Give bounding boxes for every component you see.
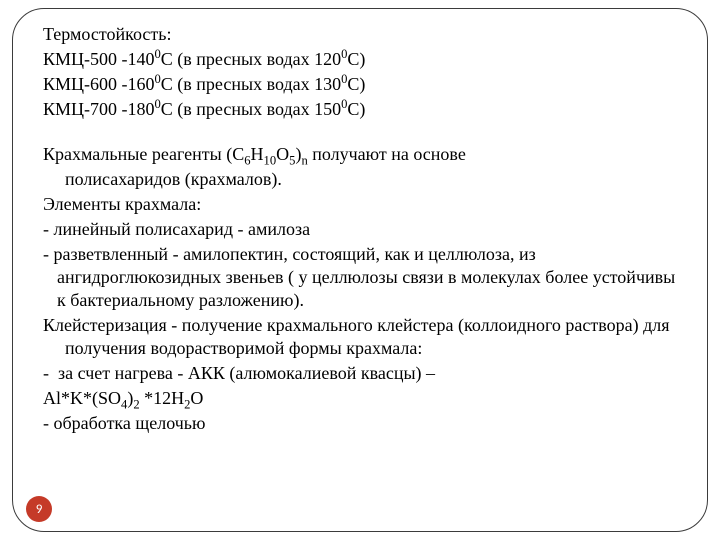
line-starch-reagents: Крахмальные реагенты (С6Н10О5)n получают… xyxy=(43,143,685,166)
line-elements: Элементы крахмала: xyxy=(43,193,685,216)
formula-c: *12H xyxy=(140,388,185,408)
bullet-alkali: - обработка щелочью xyxy=(43,412,685,435)
bullet-akk: - за счет нагрева - АКК (алюмокалиевой к… xyxy=(43,362,685,385)
formula-a: Al*K*(SO xyxy=(43,388,121,408)
starch-e: получают на основе xyxy=(308,144,466,164)
kmc500-part-b: С (в пресных водах 120 xyxy=(161,49,341,69)
slide-frame: Термостойкость: КМЦ-500 -1400С (в пресны… xyxy=(12,8,708,532)
line-kmc700: КМЦ-700 -1800С (в пресных водах 1500С) xyxy=(43,98,685,121)
starch-b: Н xyxy=(251,144,264,164)
line-starch-cont: полисахаридов (крахмалов). xyxy=(43,168,685,191)
kmc700-part-c: С) xyxy=(347,99,365,119)
content-body: Термостойкость: КМЦ-500 -1400С (в пресны… xyxy=(43,23,685,436)
blank-line xyxy=(43,123,685,143)
formula-d: O xyxy=(190,388,203,408)
kmc700-part-a: КМЦ-700 -180 xyxy=(43,99,155,119)
sub-10: 10 xyxy=(264,154,277,168)
kmc600-part-b: С (в пресных водах 130 xyxy=(161,74,341,94)
page-number-badge: 9 xyxy=(26,496,52,522)
akk-dash: - xyxy=(43,363,49,383)
kmc600-part-a: КМЦ-600 -160 xyxy=(43,74,155,94)
akk-text: за счет нагрева - АКК (алюмокалиевой ква… xyxy=(58,363,435,383)
line-kmc600: КМЦ-600 -1600С (в пресных водах 1300С) xyxy=(43,73,685,96)
line-kleist: Клейстеризация - получение крахмального … xyxy=(43,314,685,360)
starch-c: О xyxy=(276,144,289,164)
slide: Термостойкость: КМЦ-500 -1400С (в пресны… xyxy=(0,0,720,540)
kmc500-part-c: С) xyxy=(347,49,365,69)
heading-thermo: Термостойкость: xyxy=(43,23,685,46)
line-kmc500: КМЦ-500 -1400С (в пресных водах 1200С) xyxy=(43,48,685,71)
kmc500-part-a: КМЦ-500 -140 xyxy=(43,49,155,69)
kmc600-part-c: С) xyxy=(347,74,365,94)
bullet-amylose: - линейный полисахарид - амилоза xyxy=(43,218,685,241)
page-number: 9 xyxy=(36,502,43,517)
starch-a: Крахмальные реагенты (С xyxy=(43,144,244,164)
line-formula: Al*K*(SO4)2 *12H2O xyxy=(43,387,685,410)
kmc700-part-b: С (в пресных водах 150 xyxy=(161,99,341,119)
bullet-amylopectin: - разветвленный - амилопектин, состоящий… xyxy=(43,243,685,312)
